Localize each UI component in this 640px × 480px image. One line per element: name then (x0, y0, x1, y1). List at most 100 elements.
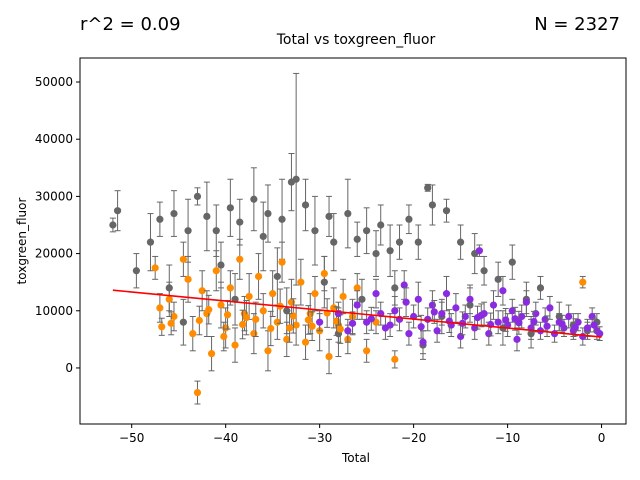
x-axis: −50 −40 −30 −20 −10 0 (119, 424, 605, 445)
data-point (311, 290, 319, 298)
data-point (353, 235, 361, 243)
regression-line (112, 289, 602, 338)
data-point (223, 311, 232, 319)
data-point (386, 321, 394, 329)
data-point (179, 318, 187, 326)
data-point (254, 272, 263, 281)
data-point (220, 332, 228, 341)
data-point (170, 209, 178, 218)
data-point (226, 284, 234, 292)
data-point (430, 308, 438, 316)
data-point (156, 215, 164, 223)
data-point (395, 238, 404, 246)
data-point (417, 323, 425, 331)
data-point (264, 347, 272, 355)
data-point (445, 317, 453, 325)
data-point (372, 249, 380, 258)
data-point (367, 315, 375, 323)
data-point (330, 304, 338, 312)
data-point (579, 278, 587, 286)
data-point (273, 318, 281, 326)
data-point (428, 201, 437, 209)
data-point (442, 290, 451, 298)
sample-count-label: N = 2327 (534, 14, 620, 35)
data-point (471, 324, 479, 332)
data-point (292, 175, 300, 183)
data-point (590, 321, 598, 329)
data-point (405, 215, 413, 223)
data-point (405, 330, 413, 338)
r-squared-label: r^2 = 0.09 (80, 14, 181, 35)
data-point (184, 275, 192, 283)
data-point (391, 307, 399, 315)
data-point (522, 298, 530, 306)
data-point (508, 258, 516, 266)
data-point (156, 304, 164, 312)
data-point (518, 312, 526, 321)
data-point (292, 321, 300, 329)
data-point (273, 272, 281, 281)
y-axis-label: toxgreen_fluor (15, 198, 29, 285)
data-point (442, 207, 451, 215)
data-point (571, 323, 579, 331)
data-point (433, 327, 441, 335)
data-point (283, 307, 291, 315)
x-tick-label: −10 (495, 431, 520, 445)
data-point (283, 335, 291, 343)
data-point (391, 355, 399, 363)
data-point (316, 318, 324, 326)
data-point (193, 388, 202, 397)
data-point (301, 201, 310, 209)
data-point (217, 301, 225, 309)
data-point (452, 304, 460, 312)
data-point (438, 310, 446, 318)
data-point (513, 335, 521, 343)
data-point (207, 350, 216, 358)
data-point (304, 316, 312, 324)
data-point (179, 255, 187, 263)
data-point (250, 195, 258, 203)
data-point (414, 238, 422, 246)
data-point (109, 221, 117, 229)
data-point (231, 341, 239, 349)
data-point (267, 324, 275, 333)
data-point (264, 209, 272, 218)
data-point (320, 269, 328, 278)
chart-title: Total vs toxgreen_fluor (276, 32, 436, 48)
data-point (344, 209, 352, 218)
data-point (461, 312, 469, 321)
data-point (259, 307, 267, 315)
x-axis-label: Total (341, 451, 370, 465)
data-point (184, 227, 192, 235)
series-3 (316, 244, 604, 355)
data-point (236, 255, 244, 263)
data-point (195, 316, 203, 325)
data-point (344, 327, 352, 335)
y-tick-label: 0 (65, 361, 73, 375)
data-point (391, 284, 399, 292)
data-point (565, 312, 573, 321)
data-point (238, 320, 247, 329)
data-point (457, 238, 465, 246)
data-point (480, 267, 488, 275)
data-point (308, 322, 316, 330)
data-point (489, 301, 498, 309)
data-point (203, 212, 211, 221)
data-point (193, 192, 202, 200)
data-point (339, 292, 347, 301)
data-point (205, 306, 213, 314)
data-point (278, 215, 286, 223)
data-point (414, 295, 422, 303)
y-tick-label: 30000 (35, 189, 73, 203)
data-point (502, 316, 510, 324)
data-point (269, 290, 277, 298)
data-point (336, 325, 344, 333)
data-point (530, 318, 538, 326)
data-point (113, 207, 122, 215)
data-point (301, 338, 310, 346)
data-point (358, 295, 366, 303)
data-point (363, 227, 371, 235)
data-point (402, 298, 410, 306)
